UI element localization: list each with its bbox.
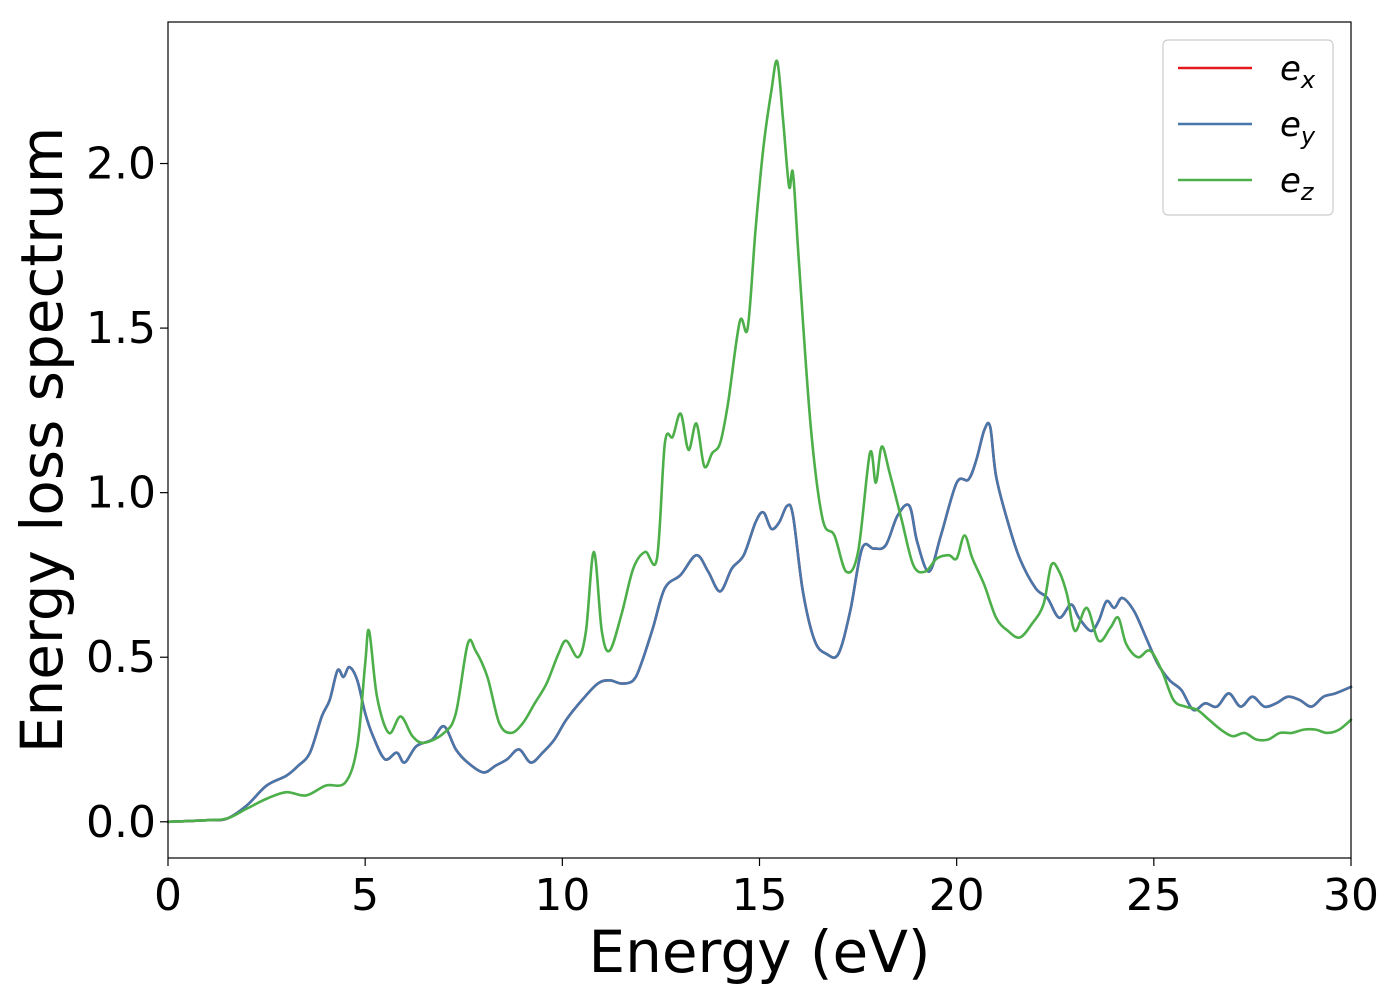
y-axis-title: Energy loss spectrum — [8, 127, 76, 753]
x-axis-title: Energy (eV) — [588, 918, 930, 986]
y-tick-label: 2.0 — [86, 139, 156, 190]
x-tick-label: 0 — [154, 870, 182, 921]
x-tick-label: 20 — [929, 870, 985, 921]
x-tick-label: 30 — [1323, 870, 1379, 921]
x-tick-label: 5 — [351, 870, 379, 921]
y-tick-label: 1.0 — [86, 468, 156, 519]
y-tick-label: 1.5 — [86, 303, 156, 354]
x-tick-label: 10 — [534, 870, 590, 921]
plot-background — [168, 22, 1351, 858]
legend-box — [1162, 39, 1334, 216]
x-axis: 0 5 10 15 20 25 30 — [154, 858, 1379, 921]
y-tick-label: 0.0 — [86, 797, 156, 848]
x-tick-label: 15 — [732, 870, 788, 921]
y-tick-label: 0.5 — [86, 632, 156, 683]
series-line-z — [166, 59, 1353, 824]
series-layer — [166, 59, 1353, 824]
x-tick-label: 25 — [1126, 870, 1182, 921]
y-axis: 0.0 0.5 1.0 1.5 2.0 — [86, 139, 168, 848]
series-line-y — [166, 421, 1353, 824]
